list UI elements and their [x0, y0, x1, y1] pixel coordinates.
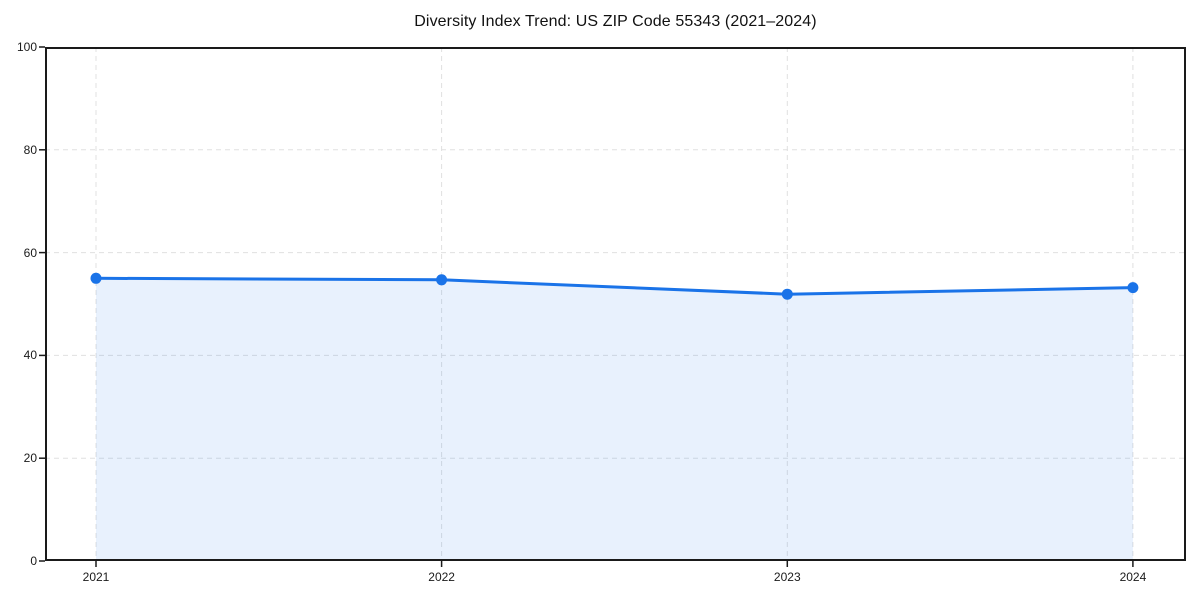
- y-axis-tick-label: 80: [23, 142, 37, 157]
- spines-layer: [45, 47, 1186, 561]
- series-layer: [90, 272, 1139, 561]
- ticks-layer: [39, 46, 1134, 567]
- x-axis-tick-label: 2021: [82, 570, 110, 584]
- plot-area: [39, 46, 1186, 567]
- plot-border: [45, 47, 1186, 561]
- x-axis-tick-label: 2023: [773, 570, 801, 584]
- x-axis-tick-label: 2024: [1119, 570, 1147, 584]
- x-axis-tick-label: 2022: [428, 570, 455, 584]
- y-axis-tick-label: 20: [23, 451, 37, 466]
- data-point: [436, 274, 448, 286]
- data-point: [781, 288, 793, 300]
- y-axis-tick-label: 60: [23, 245, 37, 260]
- gridlines-layer: [45, 47, 1186, 561]
- trend-line: [94, 276, 1135, 296]
- chart-title: Diversity Index Trend: US ZIP Code 55343…: [414, 13, 817, 30]
- y-axis-tick-label: 100: [16, 40, 37, 54]
- data-point: [90, 272, 102, 284]
- data-point: [1127, 282, 1139, 294]
- y-axis-tick-label: 0: [30, 554, 37, 568]
- area-fill: [96, 278, 1133, 561]
- y-axis-tick-label: 40: [23, 348, 37, 363]
